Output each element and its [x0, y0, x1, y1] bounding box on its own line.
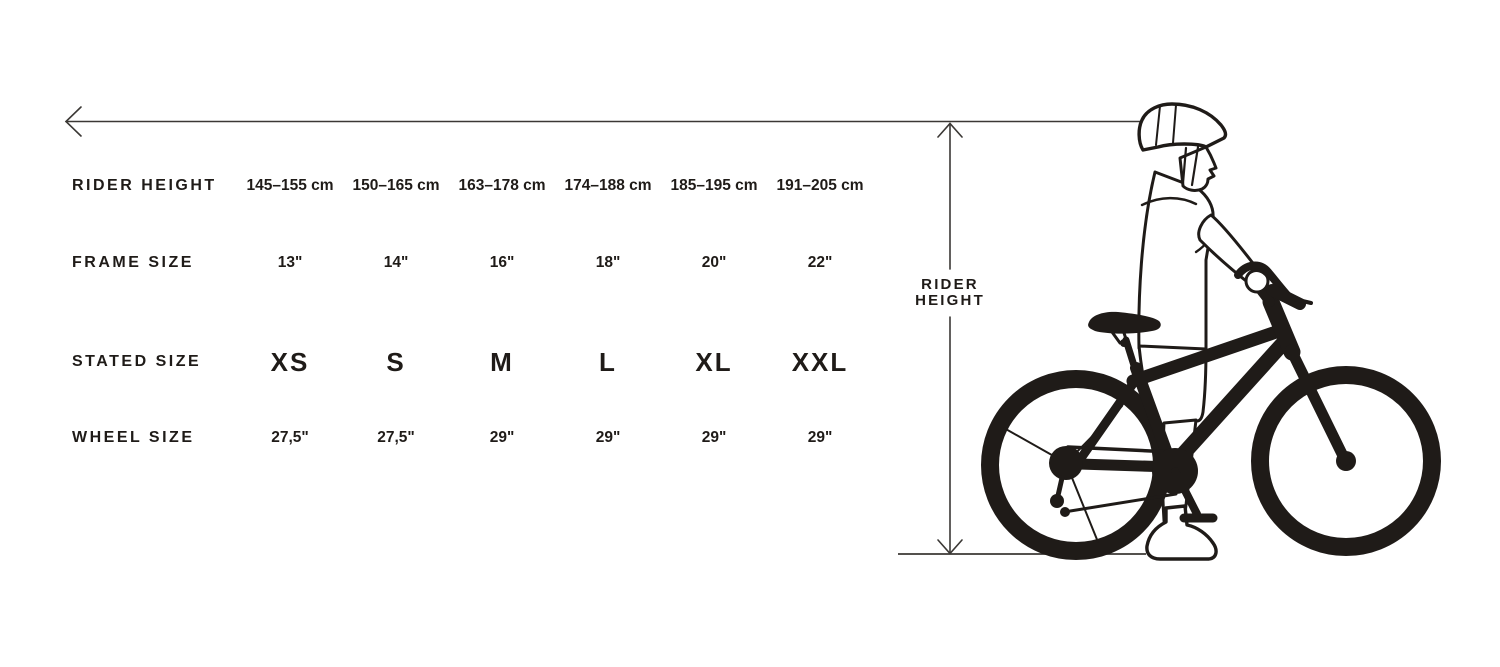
rider-face: [1178, 145, 1218, 192]
table-cell: 13": [277, 254, 303, 271]
table-cell: 29": [595, 429, 621, 446]
table-cell: 185–195 cm: [670, 177, 758, 194]
table-cell: 29": [489, 429, 515, 446]
row-label-rider-height: RIDER HEIGHT: [72, 177, 217, 194]
table-cell: 14": [383, 254, 409, 271]
table-cell: 163–178 cm: [458, 177, 546, 194]
bike-saddle: [1088, 311, 1161, 376]
table-cell: 145–155 cm: [246, 177, 334, 194]
bike-drivetrain: [1049, 445, 1218, 523]
table-cell: 29": [701, 429, 727, 446]
row-label-frame-size: FRAME SIZE: [72, 254, 194, 271]
rider-shoe: [1145, 504, 1218, 561]
rider-helmet: [1137, 102, 1228, 152]
rider-height-measure-label-line1: RIDER: [921, 276, 979, 293]
table-row-rider-height: RIDER HEIGHT 145–155 cm 150–165 cm 163–1…: [72, 170, 873, 202]
table-cell: M: [490, 346, 514, 377]
table-row-stated-size: STATED SIZE XS S M L XL XXL: [72, 346, 873, 378]
bike-illustration: [981, 261, 1441, 560]
bike-front-wheel: [1251, 366, 1441, 556]
table-cell: S: [386, 346, 406, 377]
rider-height-measure-label: RIDER HEIGHT: [900, 277, 1000, 309]
table-cell: 29": [807, 429, 833, 446]
table-row-wheel-size: WHEEL SIZE 27,5" 27,5" 29" 29" 29" 29": [72, 422, 873, 454]
measure-arrow-horizontal: [64, 106, 1142, 137]
row-label-wheel-size: WHEEL SIZE: [72, 429, 195, 446]
table-cell: XS: [270, 346, 310, 377]
table-cell: XXL: [791, 346, 849, 377]
table-cell: 27,5": [377, 429, 415, 446]
table-cell: 22": [807, 254, 833, 271]
bike-handlebar: [1234, 261, 1313, 310]
table-row-frame-size: FRAME SIZE 13" 14" 16" 18" 20" 22": [72, 247, 873, 279]
table-cell: 191–205 cm: [776, 177, 864, 194]
rider-height-measure-label-line2: HEIGHT: [915, 292, 985, 309]
table-cell: L: [599, 346, 617, 377]
table-cell: 16": [489, 254, 515, 271]
table-cell: XL: [695, 346, 733, 377]
row-label-stated-size: STATED SIZE: [72, 353, 202, 370]
table-cell: 27,5": [271, 429, 309, 446]
table-cell: 150–165 cm: [352, 177, 440, 194]
table-cell: 20": [701, 254, 727, 271]
table-cell: 174–188 cm: [564, 177, 652, 194]
table-cell: 18": [595, 254, 621, 271]
